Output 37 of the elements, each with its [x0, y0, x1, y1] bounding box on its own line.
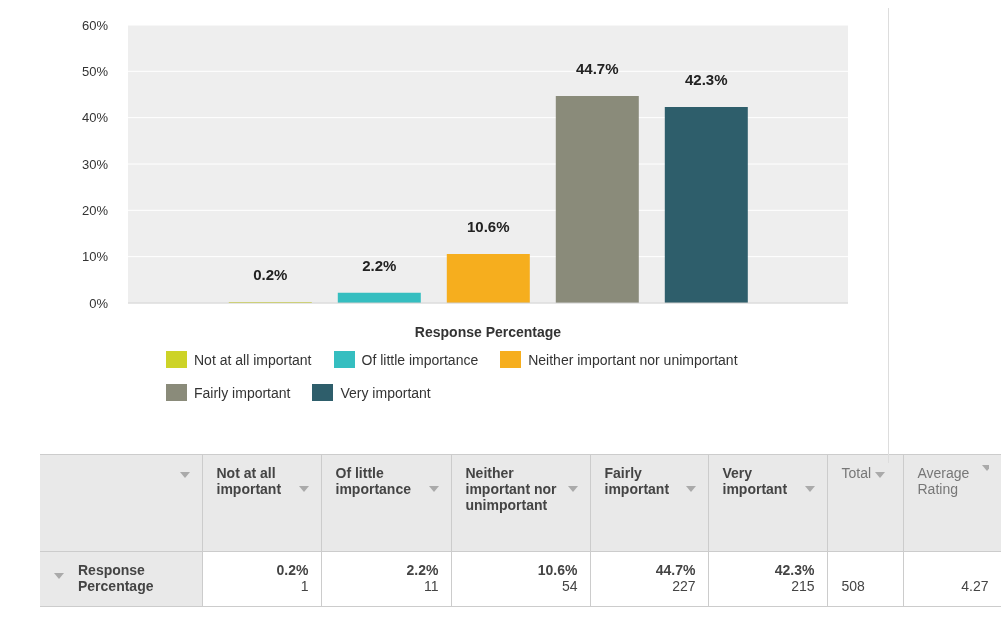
data-label: 2.2% [362, 256, 397, 274]
text: 508 [841, 578, 866, 594]
text: Of little importance [335, 465, 411, 497]
text: 215 [790, 578, 815, 594]
text: 10.6% [537, 562, 578, 578]
y-tick-label: 20% [81, 202, 109, 218]
text: 11 [422, 578, 439, 594]
text: 54 [560, 578, 578, 594]
legend-label: Very important [340, 384, 431, 401]
text: Neither important nor unimportant [465, 465, 557, 513]
y-tick-label: 10% [81, 249, 109, 265]
text: 42.3% [774, 562, 815, 578]
legend-label: Neither important nor unimportant [528, 351, 738, 368]
text: 2.2% [406, 562, 439, 578]
y-tick-label: 40% [81, 110, 109, 126]
y-tick-label: 50% [81, 63, 109, 79]
text: Fairly important [604, 465, 670, 497]
text: 44.7% [655, 562, 696, 578]
data-label: 42.3% [685, 71, 728, 89]
text: Very important [722, 465, 788, 497]
legend-label: Fairly important [194, 384, 291, 401]
y-tick-label: 30% [81, 156, 109, 172]
text: 227 [671, 578, 696, 594]
text: 0.2% [276, 562, 309, 578]
category-label: Response Percentage [78, 562, 154, 594]
text: 1 [299, 578, 309, 594]
text: Average Rating [917, 465, 971, 497]
y-tick-label: 0% [89, 295, 109, 311]
data-label: 10.6% [467, 217, 510, 235]
y-tick-label: 60% [81, 17, 109, 33]
text: 4.27 [960, 578, 989, 594]
text: Total [841, 465, 872, 481]
data-label: 44.7% [576, 59, 619, 77]
legend-label: Of little importance [361, 351, 479, 368]
legend-label: Not at all important [194, 351, 312, 368]
data-label: 0.2% [253, 266, 288, 284]
text: Not at all important [216, 465, 282, 497]
